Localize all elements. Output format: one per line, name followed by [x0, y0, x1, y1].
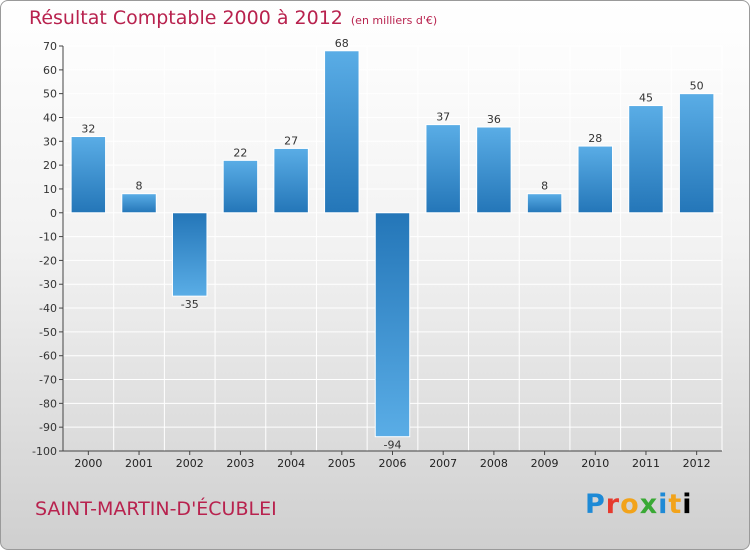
x-tick-label: 2000 — [74, 457, 102, 470]
bar-2006 — [374, 212, 411, 438]
y-tick-label: 40 — [43, 111, 57, 124]
proxiti-logo: Proxiti — [585, 489, 693, 520]
x-tick-label: 2008 — [480, 457, 508, 470]
y-tick-label: -10 — [39, 231, 57, 244]
y-tick-label: 20 — [43, 159, 57, 172]
data-label-2009: 8 — [541, 180, 548, 193]
bar-2012 — [678, 93, 715, 214]
y-tick-label: 60 — [43, 64, 57, 77]
y-tick-label: -100 — [32, 445, 57, 458]
bar-2000 — [70, 136, 107, 214]
bars — [70, 50, 715, 438]
bar-2003 — [222, 159, 259, 214]
y-tick-label: 10 — [43, 183, 57, 196]
data-label-2006: -94 — [384, 439, 402, 452]
data-label-2003: 22 — [233, 146, 247, 159]
data-label-2012: 50 — [690, 80, 704, 93]
y-tick-label: 50 — [43, 88, 57, 101]
y-tick-label: -30 — [39, 278, 57, 291]
data-label-2004: 27 — [284, 134, 298, 147]
x-tick-label: 2007 — [429, 457, 457, 470]
data-label-2000: 32 — [81, 123, 95, 136]
data-label-2002: -35 — [181, 298, 199, 311]
data-labels: 32 8 -35 22 27 68 -94 37 36 8 28 45 50 — [81, 37, 703, 452]
y-tick-label: 70 — [43, 40, 57, 53]
y-tick-label: -40 — [39, 302, 57, 315]
bar-2011 — [628, 105, 664, 214]
title-text: Résultat Comptable 2000 à 2012 — [29, 7, 343, 29]
x-tick-label: 2004 — [277, 457, 305, 470]
chart-title: Résultat Comptable 2000 à 2012 (en millie… — [29, 7, 437, 29]
y-tick-label: -90 — [39, 421, 57, 434]
x-tick-label: 2009 — [531, 457, 559, 470]
chart-subtitle: (en milliers d'€) — [350, 14, 438, 27]
commune-name: SAINT-MARTIN-D'ÉCUBLEI — [35, 498, 277, 520]
y-tick-label: 0 — [50, 207, 57, 220]
bar-2001 — [121, 193, 157, 214]
x-tick-label: 2006 — [379, 457, 407, 470]
data-label-2005: 68 — [335, 37, 349, 50]
y-tick-label: -50 — [39, 326, 57, 339]
y-tick-label: 30 — [43, 135, 57, 148]
bar-2009 — [526, 193, 563, 214]
x-tick-label: 2002 — [176, 457, 204, 470]
bar-2007 — [425, 124, 461, 214]
bar-2010 — [577, 145, 614, 214]
bar-2005 — [324, 50, 360, 214]
data-label-2008: 36 — [487, 113, 501, 126]
bar-2002 — [171, 212, 208, 297]
x-tick-label: 2005 — [328, 457, 356, 470]
bar-2004 — [273, 147, 309, 214]
y-tick-label: -60 — [39, 350, 57, 363]
data-label-2007: 37 — [436, 111, 450, 124]
data-label-2011: 45 — [639, 92, 653, 105]
x-tick-label: 2012 — [683, 457, 711, 470]
y-tick-label: -80 — [39, 397, 57, 410]
x-tick-label: 2001 — [125, 457, 153, 470]
data-label-2010: 28 — [588, 132, 602, 145]
axes: 706050403020100-10-20-30-40-50-60-70-80-… — [32, 40, 722, 470]
x-tick-label: 2003 — [226, 457, 254, 470]
bar-2008 — [476, 126, 512, 214]
data-label-2001: 8 — [136, 180, 143, 193]
x-tick-label: 2010 — [581, 457, 609, 470]
y-tick-label: -20 — [39, 254, 57, 267]
x-tick-label: 2011 — [632, 457, 660, 470]
y-tick-label: -70 — [39, 374, 57, 387]
